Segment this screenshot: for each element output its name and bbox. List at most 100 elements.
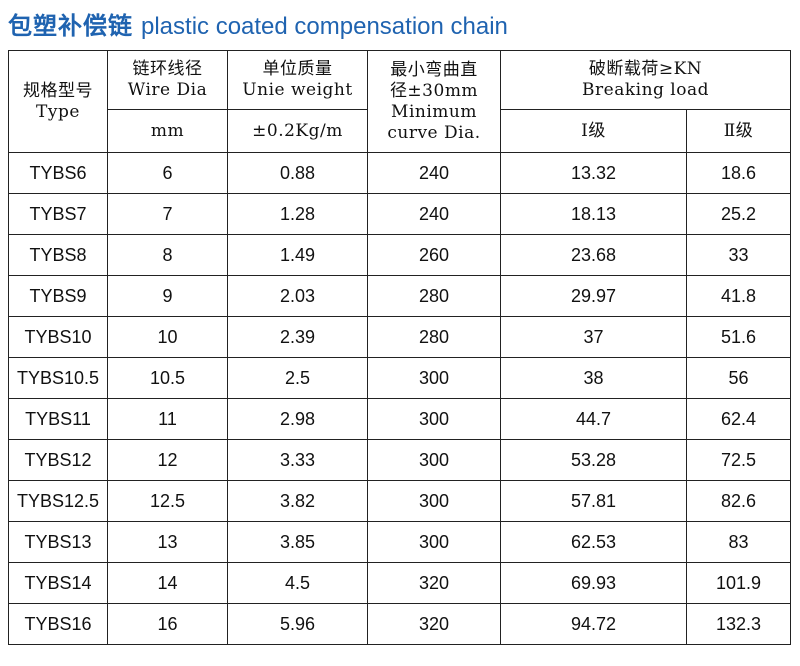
subheader-cell: Ⅱ级 <box>685 109 792 153</box>
data-cell: 132.3 <box>685 603 792 645</box>
data-cell: 12.5 <box>107 480 228 522</box>
subheader-row: mm ±0.2Kg/m Ⅰ级 Ⅱ级 <box>9 109 792 153</box>
data-cell: 13 <box>107 521 228 563</box>
data-row: TYBS7 7 1.28 240 18.13 25.2 <box>8 193 792 235</box>
data-cell: TYBS7 <box>8 193 108 235</box>
data-cell: 82.6 <box>685 480 792 522</box>
header-cell: 最小弯曲直 径±30mm Minimum curve Dia. <box>367 50 501 153</box>
subheader-cell: Ⅰ级 <box>500 109 687 153</box>
data-cell: 240 <box>367 152 501 194</box>
data-cell: 2.98 <box>227 398 368 440</box>
data-cell: 240 <box>367 193 501 235</box>
data-cell: 62.4 <box>685 398 792 440</box>
data-row: TYBS9 9 2.03 280 29.97 41.8 <box>8 275 792 317</box>
data-row: TYBS13 13 3.85 300 62.53 83 <box>8 521 792 563</box>
data-cell: TYBS16 <box>8 603 108 645</box>
data-cell: TYBS11 <box>8 398 108 440</box>
data-cell: TYBS12.5 <box>8 480 108 522</box>
data-cell: TYBS10.5 <box>8 357 108 399</box>
data-row: TYBS12 12 3.33 300 53.28 72.5 <box>8 439 792 481</box>
data-cell: 1.49 <box>227 234 368 276</box>
data-cell: 300 <box>367 357 501 399</box>
data-cell: 25.2 <box>685 193 792 235</box>
data-cell: 51.6 <box>685 316 792 358</box>
data-cell: 41.8 <box>685 275 792 317</box>
data-row: TYBS12.5 12.5 3.82 300 57.81 82.6 <box>8 480 792 522</box>
data-cell: 3.33 <box>227 439 368 481</box>
data-cell: 38 <box>500 357 687 399</box>
data-cell: 57.81 <box>500 480 687 522</box>
data-cell: 320 <box>367 562 501 604</box>
data-cell: 280 <box>367 275 501 317</box>
header-text: 破断载荷≥KN <box>588 59 703 79</box>
data-cell: 4.5 <box>227 562 368 604</box>
header-text: Minimum <box>391 101 477 122</box>
header-text: Unie weight <box>242 80 353 100</box>
header-text: Type <box>36 101 80 122</box>
data-cell: 280 <box>367 316 501 358</box>
data-row: TYBS10 10 2.39 280 37 51.6 <box>8 316 792 358</box>
data-cell: 6 <box>107 152 228 194</box>
header-text: 规格型号 <box>23 80 93 101</box>
data-cell: 3.85 <box>227 521 368 563</box>
data-cell: 300 <box>367 439 501 481</box>
data-cell: 2.03 <box>227 275 368 317</box>
data-cell: 12 <box>107 439 228 481</box>
data-cell: 101.9 <box>685 562 792 604</box>
data-cell: 11 <box>107 398 228 440</box>
data-cell: 29.97 <box>500 275 687 317</box>
title: 包塑补偿链 plastic coated compensation chain <box>8 6 508 42</box>
data-cell: 8 <box>107 234 228 276</box>
data-row: TYBS10.5 10.5 2.5 300 38 56 <box>8 357 792 399</box>
data-cell: 44.7 <box>500 398 687 440</box>
data-cell: 10 <box>107 316 228 358</box>
data-cell: 14 <box>107 562 228 604</box>
title-cn: 包塑补偿链 <box>8 11 133 40</box>
title-en: plastic coated compensation chain <box>141 13 508 40</box>
data-cell: 10.5 <box>107 357 228 399</box>
data-cell: 260 <box>367 234 501 276</box>
data-cell: TYBS12 <box>8 439 108 481</box>
subheader-cell: mm <box>107 109 228 153</box>
header-text: 链环线径 <box>132 59 203 79</box>
data-cell: 18.13 <box>500 193 687 235</box>
data-cell: 13.32 <box>500 152 687 194</box>
data-cell: 83 <box>685 521 792 563</box>
subheader-cell: ±0.2Kg/m <box>227 109 368 153</box>
data-row: TYBS6 6 0.88 240 13.32 18.6 <box>8 152 792 194</box>
data-cell: 2.5 <box>227 357 368 399</box>
data-cell: 56 <box>685 357 792 399</box>
data-cell: 300 <box>367 480 501 522</box>
spec-table: 规格型号 Type 链环线径 Wire Dia 单位质量 Unie weight 最小弯曲直… <box>8 50 792 645</box>
data-cell: TYBS8 <box>8 234 108 276</box>
data-cell: TYBS10 <box>8 316 108 358</box>
data-cell: TYBS6 <box>8 152 108 194</box>
data-row: TYBS16 16 5.96 320 94.72 132.3 <box>8 603 792 645</box>
data-cell: 2.39 <box>227 316 368 358</box>
data-cell: 23.68 <box>500 234 687 276</box>
data-row: TYBS8 8 1.49 260 23.68 33 <box>8 234 792 276</box>
data-cell: 9 <box>107 275 228 317</box>
header-text: Wire Dia <box>127 80 208 100</box>
data-cell: 1.28 <box>227 193 368 235</box>
data-cell: 300 <box>367 521 501 563</box>
data-cell: 53.28 <box>500 439 687 481</box>
header-text: 最小弯曲直 <box>390 59 478 80</box>
header-cell: 单位质量 Unie weight <box>227 50 368 110</box>
header-text: curve Dia. <box>387 122 481 143</box>
data-cell: TYBS14 <box>8 562 108 604</box>
data-cell: 18.6 <box>685 152 792 194</box>
data-row: TYBS14 14 4.5 320 69.93 101.9 <box>8 562 792 604</box>
data-cell: 300 <box>367 398 501 440</box>
data-cell: 320 <box>367 603 501 645</box>
data-cell: 94.72 <box>500 603 687 645</box>
data-cell: TYBS13 <box>8 521 108 563</box>
data-cell: 72.5 <box>685 439 792 481</box>
data-cell: 62.53 <box>500 521 687 563</box>
header-cell: 链环线径 Wire Dia <box>107 50 228 110</box>
data-cell: 69.93 <box>500 562 687 604</box>
header-row: 规格型号 Type 链环线径 Wire Dia 单位质量 Unie weight 最小弯曲直… <box>8 50 792 153</box>
data-cell: 5.96 <box>227 603 368 645</box>
header-text: Breaking load <box>582 80 709 100</box>
data-cell: 3.82 <box>227 480 368 522</box>
